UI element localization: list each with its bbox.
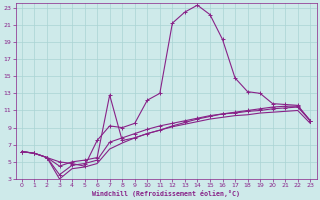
X-axis label: Windchill (Refroidissement éolien,°C): Windchill (Refroidissement éolien,°C) xyxy=(92,190,240,197)
